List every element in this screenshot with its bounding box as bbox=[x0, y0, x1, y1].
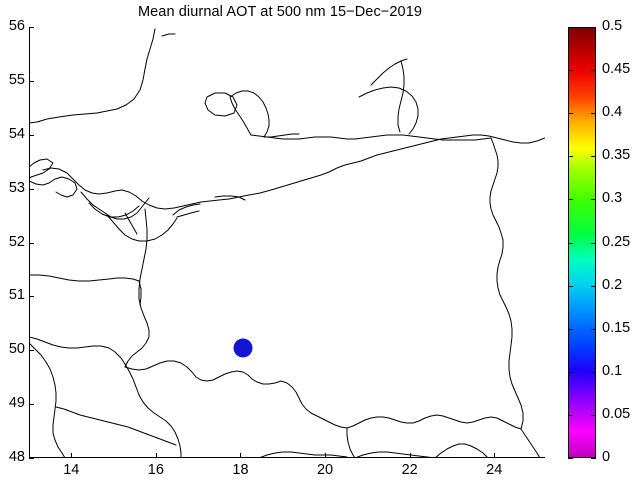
y-tick bbox=[29, 350, 34, 352]
colorbar-tick-label: 0.15 bbox=[602, 319, 631, 336]
colorbar-tick-label: 0 bbox=[602, 449, 611, 465]
y-tick-label: 55 bbox=[8, 71, 25, 88]
x-tick-label: 22 bbox=[401, 462, 418, 478]
y-tick bbox=[29, 27, 34, 28]
colorbar-tick bbox=[591, 27, 596, 28]
x-axis-line bbox=[29, 457, 545, 458]
y-tick-label: 56 bbox=[8, 18, 25, 34]
y-tick-label: 50 bbox=[8, 341, 25, 358]
colorbar-tick bbox=[591, 156, 596, 158]
y-tick bbox=[29, 188, 34, 190]
colorbar-tick bbox=[568, 199, 573, 201]
colorbar-tick bbox=[591, 328, 596, 330]
y-tick bbox=[29, 242, 34, 244]
colorbar-tick bbox=[591, 458, 596, 459]
x-tick bbox=[494, 453, 496, 458]
colorbar-tick bbox=[591, 285, 596, 287]
y-tick bbox=[29, 80, 34, 82]
colorbar-tick bbox=[568, 242, 573, 244]
colorbar-tick bbox=[568, 328, 573, 330]
y-tick bbox=[29, 458, 34, 459]
colorbar-tick bbox=[591, 371, 596, 373]
y-tick-label: 49 bbox=[8, 395, 25, 412]
colorbar-tick-label: 0.25 bbox=[602, 233, 631, 250]
x-tick-label: 18 bbox=[232, 462, 249, 478]
x-tick-label: 20 bbox=[316, 462, 334, 478]
colorbar-tick bbox=[591, 113, 596, 115]
colorbar-tick-label: 0.1 bbox=[602, 362, 623, 379]
y-tick-label: 51 bbox=[8, 287, 25, 304]
colorbar-tick bbox=[568, 70, 573, 72]
colorbar[interactable]: 0 0.05 0.1 0.15 0.2 0.25 0.3 0.35 0.4 0.45 0.5 bbox=[568, 18, 630, 465]
colorbar-tick bbox=[591, 414, 596, 416]
x-tick-label: 14 bbox=[63, 462, 80, 478]
y-tick bbox=[29, 134, 34, 136]
colorbar-tick bbox=[568, 371, 573, 373]
x-tick bbox=[71, 453, 73, 458]
colorbar-tick-label: 0.2 bbox=[602, 276, 623, 293]
x-tick bbox=[325, 453, 327, 458]
x-tick-label: 16 bbox=[147, 462, 164, 478]
colorbar-tick-label: 0.05 bbox=[602, 405, 631, 422]
colorbar-tick bbox=[568, 113, 573, 115]
colorbar-tick-label: 0.3 bbox=[602, 190, 623, 207]
colorbar-tick bbox=[591, 242, 596, 244]
colorbar-tick bbox=[568, 156, 573, 158]
colorbar-tick bbox=[568, 458, 573, 459]
map-axes bbox=[29, 27, 545, 459]
colorbar-tick bbox=[591, 70, 596, 72]
colorbar-tick bbox=[568, 285, 573, 287]
data-point-marker[interactable] bbox=[233, 338, 253, 358]
y-tick-label: 54 bbox=[8, 125, 25, 142]
y-tick-label: 52 bbox=[8, 233, 25, 250]
x-tick bbox=[240, 453, 242, 458]
colorbar-tick bbox=[591, 199, 596, 201]
y-tick-label: 48 bbox=[8, 449, 25, 465]
colorbar-tick-label: 0.35 bbox=[602, 147, 631, 164]
colorbar-tick bbox=[568, 27, 573, 28]
colorbar-tick-label: 0.45 bbox=[602, 61, 631, 78]
y-tick bbox=[29, 296, 34, 298]
x-tick bbox=[409, 453, 411, 458]
colorbar-tick-label: 0.4 bbox=[602, 104, 623, 121]
colorbar-tick bbox=[568, 414, 573, 416]
x-tick-label: 24 bbox=[486, 462, 503, 478]
y-tick-label: 53 bbox=[8, 179, 25, 196]
colorbar-tick-label: 0.5 bbox=[602, 18, 623, 34]
x-tick bbox=[155, 453, 157, 458]
y-tick bbox=[29, 404, 34, 406]
chart-title: Mean diurnal AOT at 500 nm 15−Dec−2019 bbox=[137, 4, 423, 20]
basemap-borders bbox=[29, 28, 545, 458]
